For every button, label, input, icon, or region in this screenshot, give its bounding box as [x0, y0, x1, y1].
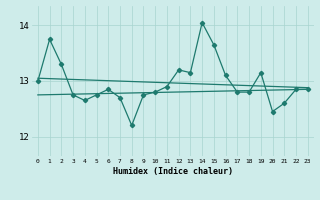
X-axis label: Humidex (Indice chaleur): Humidex (Indice chaleur) [113, 167, 233, 176]
